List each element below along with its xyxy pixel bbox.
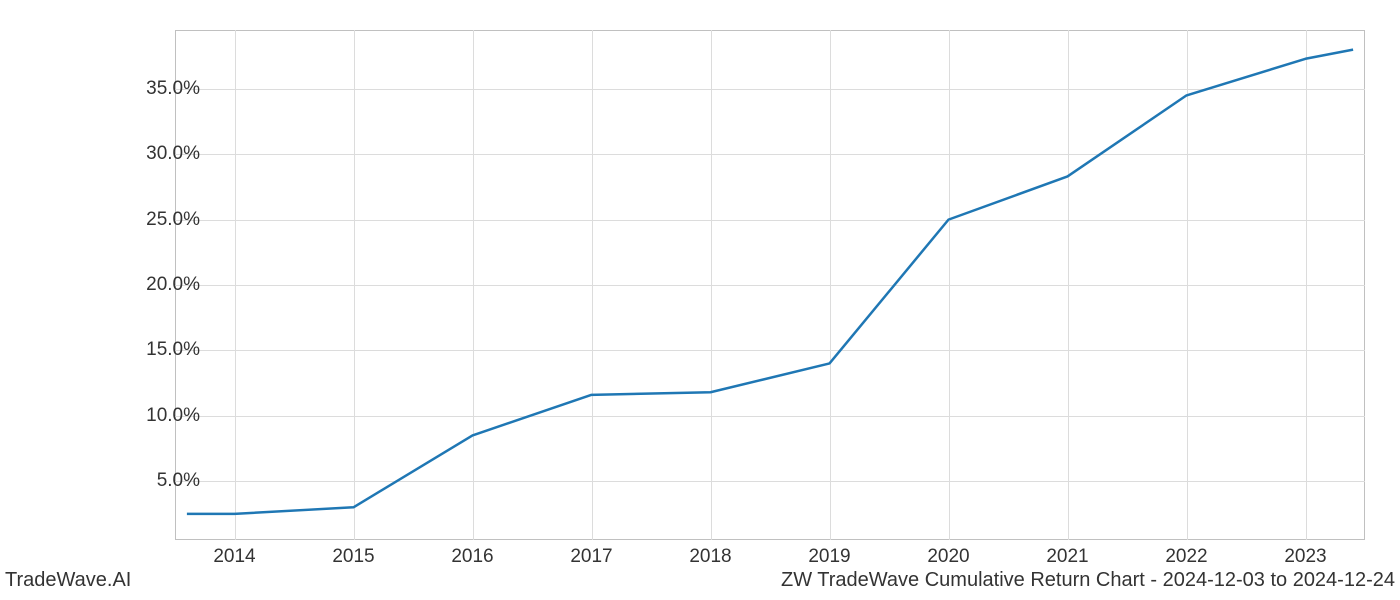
y-tick-label: 20.0% [146, 274, 200, 296]
x-tick-label: 2022 [1165, 546, 1207, 568]
footer-caption: ZW TradeWave Cumulative Return Chart - 2… [781, 569, 1395, 592]
x-tick-label: 2020 [927, 546, 969, 568]
x-tick-label: 2023 [1284, 546, 1326, 568]
x-tick-label: 2018 [689, 546, 731, 568]
x-tick-label: 2015 [332, 546, 374, 568]
y-tick-label: 5.0% [157, 470, 200, 492]
x-tick-label: 2014 [213, 546, 255, 568]
x-tick-label: 2021 [1046, 546, 1088, 568]
y-tick-label: 15.0% [146, 339, 200, 361]
footer-brand: TradeWave.AI [5, 569, 131, 592]
x-tick-label: 2017 [570, 546, 612, 568]
chart-plot-area [175, 30, 1365, 540]
y-tick-label: 35.0% [146, 78, 200, 100]
line-series [175, 30, 1365, 540]
x-tick-label: 2016 [451, 546, 493, 568]
y-tick-label: 30.0% [146, 143, 200, 165]
x-tick-label: 2019 [808, 546, 850, 568]
return-line [187, 50, 1353, 514]
y-tick-label: 25.0% [146, 209, 200, 231]
y-tick-label: 10.0% [146, 405, 200, 427]
